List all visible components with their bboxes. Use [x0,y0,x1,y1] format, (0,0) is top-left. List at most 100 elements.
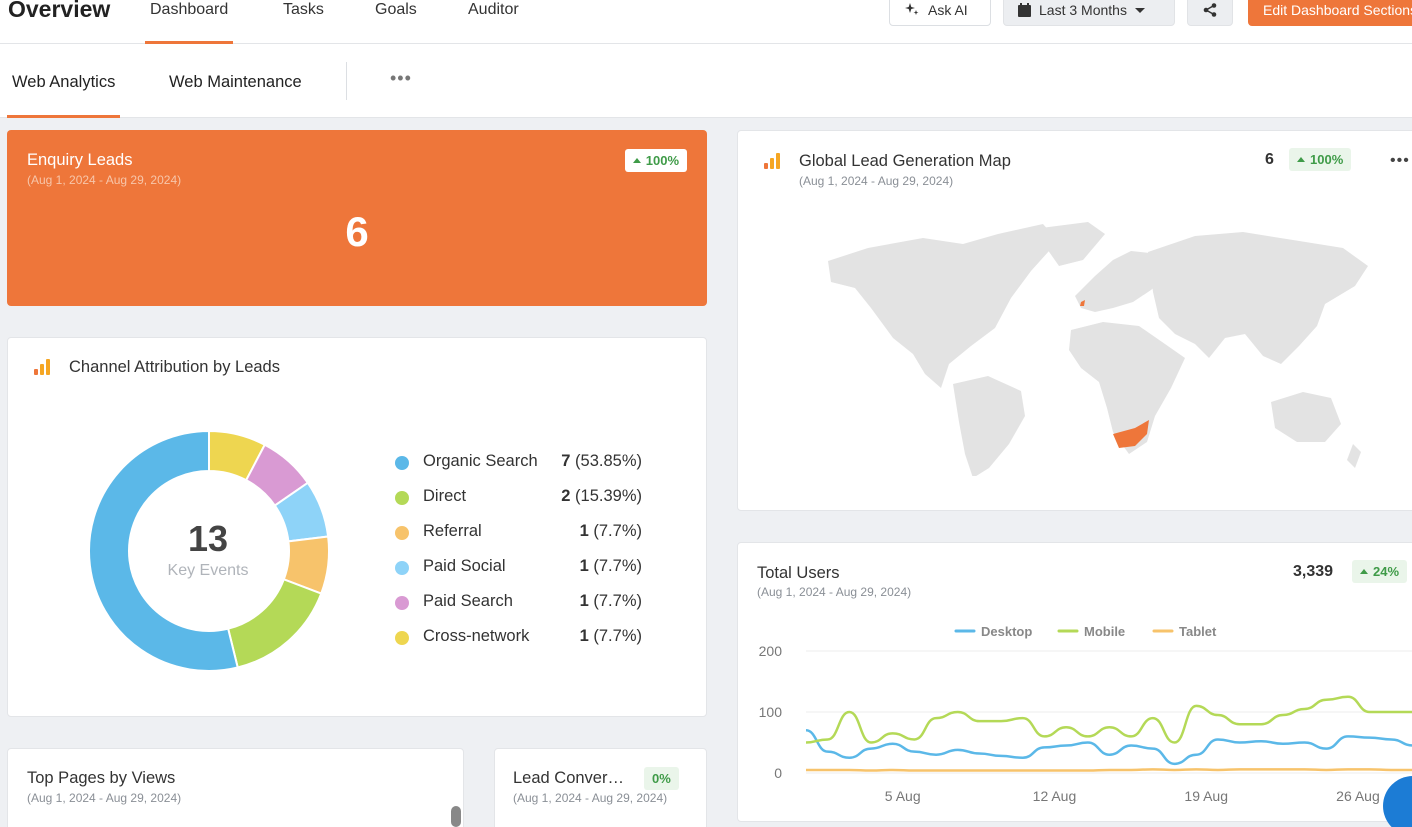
lead-conv-change-badge: 0% [644,767,679,790]
chevron-down-icon [1134,7,1145,13]
tab-web-maintenance[interactable]: Web Maintenance [169,73,302,91]
arrow-up-icon [632,158,641,163]
legend-item[interactable]: Paid Search 1 (7.7%) [395,592,645,612]
map-north-america[interactable] [828,224,1058,388]
legend-dot [395,561,409,575]
series-line-tablet [805,768,1412,772]
map-africa[interactable] [1069,322,1185,454]
map-south-africa[interactable] [1113,420,1149,448]
legend-label[interactable]: Tablet [1179,624,1217,639]
map-asia[interactable] [1148,232,1368,364]
donut-total-value: 13 [187,518,229,559]
series-line-desktop [805,729,1412,766]
legend-item[interactable]: Referral 1 (7.7%) [395,522,645,542]
donut-slice-organic-search[interactable] [88,429,239,672]
top-pages-card: Top Pages by Views (Aug 1, 2024 - Aug 29… [7,748,464,827]
legend-label: Paid Social [423,557,506,575]
legend-item[interactable]: Direct 2 (15.39%) [395,487,645,507]
date-range-dropdown[interactable]: Last 3 Months [1003,0,1175,26]
legend-label[interactable]: Desktop [981,624,1032,639]
enquiry-change-value: 100% [645,153,679,168]
legend-dot [395,456,409,470]
map-change-value: 100% [1310,152,1344,167]
edit-dashboard-label: Edit Dashboard Sections [1263,2,1412,18]
donut-total-label: Key Events [167,562,249,579]
world-map[interactable] [813,216,1373,476]
tab-auditor[interactable]: Auditor [468,1,519,18]
users-value: 3,339 [1293,563,1334,580]
legend-item[interactable]: Cross-network 1 (7.7%) [395,627,645,647]
arrow-up-icon [1360,569,1368,574]
legend-label: Cross-network [423,627,530,645]
top-bar: Overview Dashboard Tasks Goals Auditor A… [0,0,1412,44]
legend-label: Referral [423,522,482,540]
more-tabs-icon[interactable]: ••• [390,68,412,88]
map-europe-lead[interactable] [1080,300,1085,306]
users-line-chart: 0 100 200 5 Aug 12 Aug 19 Aug 26 Aug Desktop Mob… [759,624,1412,804]
lead-map-card: Global Lead Generation Map (Aug 1, 2024 … [737,130,1412,511]
map-south-america[interactable] [953,376,1025,476]
tab-tasks[interactable]: Tasks [283,1,324,18]
legend-label: Paid Search [423,592,513,610]
divider [346,62,347,100]
page-title: Overview [8,0,111,22]
share-icon [1203,3,1217,17]
legend-value: 1 (7.7%) [579,522,642,540]
top-pages-title: Top Pages by Views [27,769,176,787]
users-date-range: (Aug 1, 2024 - Aug 29, 2024) [757,585,912,599]
map-australia[interactable] [1271,392,1341,442]
tab-dashboard[interactable]: Dashboard [144,0,234,44]
enquiry-title: Enquiry Leads [27,151,133,169]
legend-dot [395,526,409,540]
calendar-icon [1018,3,1031,17]
legend-label[interactable]: Mobile [1084,624,1125,639]
tab-goals[interactable]: Goals [375,1,417,18]
map-new-zealand[interactable] [1347,444,1361,468]
legend-value: 1 (7.7%) [579,627,642,645]
lead-conv-change-value: 0% [652,771,671,786]
analytics-icon [34,359,50,375]
legend-item[interactable]: Organic Search 7 (53.85%) [395,452,645,472]
map-date-range: (Aug 1, 2024 - Aug 29, 2024) [799,174,954,188]
users-change-badge: 24% [1352,560,1408,583]
users-change-value: 24% [1373,564,1400,579]
legend-label: Direct [423,487,467,505]
enquiry-value: 6 [345,208,369,255]
y-tick-label: 200 [759,643,783,659]
map-greenland[interactable] [1041,222,1105,266]
legend-dot [395,596,409,610]
x-tick-label: 5 Aug [885,788,921,804]
enquiry-change-badge: 100% [624,149,687,172]
date-range-label: Last 3 Months [1039,2,1127,18]
sparkle-icon [905,3,919,15]
legend-dot [395,491,409,505]
total-users-card: Total Users (Aug 1, 2024 - Aug 29, 2024)… [737,542,1412,822]
map-europe[interactable] [1075,251,1169,312]
enquiry-leads-card[interactable]: Enquiry Leads (Aug 1, 2024 - Aug 29, 202… [7,130,707,306]
legend-value: 2 (15.39%) [561,487,642,505]
y-tick-label: 100 [759,704,783,720]
edit-dashboard-button[interactable]: Edit Dashboard Sections [1248,0,1412,26]
map-title: Global Lead Generation Map [799,152,1011,170]
channel-attribution-card: Channel Attribution by Leads 13 Key Even… [7,337,707,717]
scrollbar-thumb[interactable] [451,806,461,827]
lead-conv-title: Lead Conver… [513,769,624,787]
legend-item[interactable]: Paid Social 1 (7.7%) [395,557,645,577]
analytics-icon [764,153,780,169]
more-options-icon[interactable]: ••• [1390,152,1410,169]
ask-ai-label: Ask AI [928,2,968,18]
donut-slice-direct[interactable] [226,578,323,669]
legend-value: 1 (7.7%) [579,557,642,575]
tab-web-analytics[interactable]: Web Analytics [6,73,121,118]
channel-title: Channel Attribution by Leads [69,358,280,376]
top-pages-date-range: (Aug 1, 2024 - Aug 29, 2024) [27,791,182,805]
enquiry-date-range: (Aug 1, 2024 - Aug 29, 2024) [27,173,182,187]
x-tick-label: 26 Aug [1336,788,1380,804]
share-button[interactable] [1187,0,1233,26]
ask-ai-button[interactable]: Ask AI [889,0,991,26]
users-title: Total Users [757,564,840,582]
legend-dot [395,631,409,645]
lead-conv-date-range: (Aug 1, 2024 - Aug 29, 2024) [513,791,668,805]
y-tick-label: 0 [774,765,782,781]
legend-value: 1 (7.7%) [579,592,642,610]
